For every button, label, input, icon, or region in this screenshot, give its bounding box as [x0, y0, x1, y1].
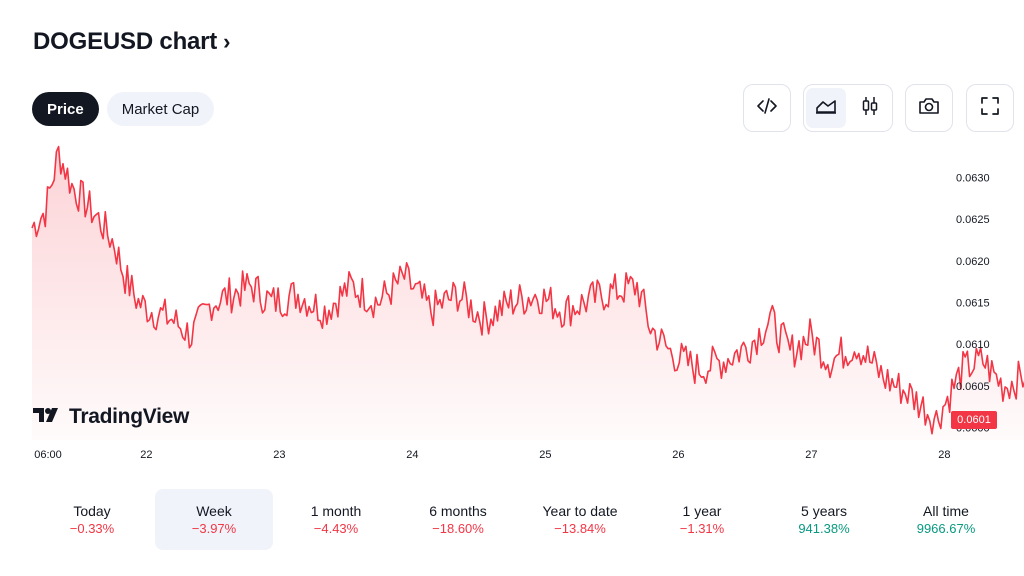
x-tick-label: 22 — [140, 449, 152, 461]
x-tick-label: 28 — [938, 449, 950, 461]
y-tick-label: 0.0605 — [956, 381, 990, 393]
camera-icon — [918, 97, 940, 120]
x-tick-label: 27 — [805, 449, 817, 461]
period-6-months[interactable]: 6 months −18.60% — [399, 489, 517, 550]
tradingview-logo-icon — [33, 407, 63, 428]
x-tick-label: 23 — [273, 449, 285, 461]
y-tick-label: 0.0610 — [956, 339, 990, 351]
period-label: 1 year — [682, 503, 722, 519]
price-tab[interactable]: Price — [32, 92, 99, 126]
candlestick-icon — [861, 96, 879, 121]
y-tick-label: 0.0625 — [956, 214, 990, 226]
period-change: 941.38% — [798, 521, 850, 536]
x-tick-label: 06:00 — [34, 449, 62, 461]
period-1-month[interactable]: 1 month −4.43% — [277, 489, 395, 550]
period-all-time[interactable]: All time 9966.67% — [887, 489, 1005, 550]
chart-style-group — [803, 84, 893, 132]
fullscreen-button[interactable] — [966, 84, 1014, 132]
period-change: 9966.67% — [916, 521, 976, 536]
candlestick-button[interactable] — [850, 88, 890, 128]
code-embed-icon — [757, 97, 777, 119]
x-tick-label: 25 — [539, 449, 551, 461]
tradingview-logo-text: TradingView — [69, 405, 190, 428]
area-chart-icon — [815, 98, 837, 119]
period-change: −1.31% — [679, 521, 725, 536]
period-label: Year to date — [542, 503, 618, 519]
period-year-to-date[interactable]: Year to date −13.84% — [521, 489, 639, 550]
market-cap-tab[interactable]: Market Cap — [106, 92, 215, 126]
y-tick-label: 0.0615 — [956, 298, 990, 310]
period-label: 5 years — [801, 503, 847, 519]
period-label: All time — [923, 503, 969, 519]
screenshot-button[interactable] — [905, 84, 953, 132]
fullscreen-icon — [980, 96, 1000, 121]
price-area-fill — [32, 146, 1024, 440]
tradingview-logo[interactable]: TradingView — [33, 405, 189, 429]
y-tick-label: 0.0620 — [956, 256, 990, 268]
period-label: Today — [73, 503, 111, 519]
period-change: −18.60% — [432, 521, 484, 536]
price-series-line — [31, 145, 1024, 435]
chevron-right-icon: › — [223, 29, 231, 54]
period-today[interactable]: Today −0.33% — [33, 489, 151, 550]
embed-button[interactable] — [743, 84, 791, 132]
x-tick-label: 26 — [672, 449, 684, 461]
period-change: −3.97% — [191, 521, 237, 536]
period-change: −13.84% — [554, 521, 606, 536]
period-change: −0.33% — [69, 521, 115, 536]
period-change: −4.43% — [313, 521, 359, 536]
period-1-year[interactable]: 1 year −1.31% — [643, 489, 761, 550]
period-label: 6 months — [429, 503, 487, 519]
x-tick-label: 24 — [406, 449, 418, 461]
area-chart-button[interactable] — [806, 88, 846, 128]
period-week[interactable]: Week −3.97% — [155, 489, 273, 550]
period-selector: Today −0.33% Week −3.97% 1 month −4.43% 6 mont… — [33, 489, 1009, 550]
period-5-years[interactable]: 5 years 941.38% — [765, 489, 883, 550]
page-title: DOGEUSD chart — [33, 28, 218, 55]
price-marketcap-toggle: Price Market Cap — [32, 92, 215, 126]
period-label: Week — [196, 503, 232, 519]
period-label: 1 month — [310, 503, 362, 519]
last-price-label: 0.0601 — [951, 411, 997, 429]
chart-title-link[interactable]: DOGEUSD chart › — [33, 28, 230, 56]
y-tick-label: 0.0630 — [956, 173, 990, 185]
